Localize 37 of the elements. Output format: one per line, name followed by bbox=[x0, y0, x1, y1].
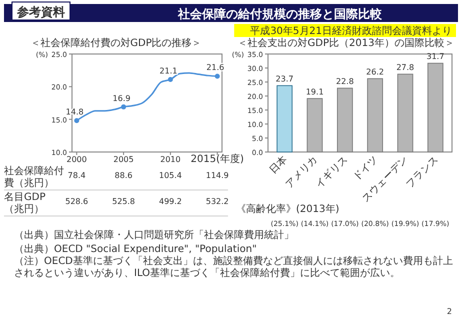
text: 参考資料 bbox=[16, 5, 65, 19]
x-tick-label: 2015(年度) bbox=[190, 153, 244, 165]
data-label: 21.1 bbox=[160, 66, 178, 76]
text: 《高齢化率》(2013年) bbox=[236, 203, 340, 215]
data-label: 16.9 bbox=[112, 94, 130, 103]
point bbox=[74, 118, 80, 124]
bar bbox=[306, 98, 323, 152]
bar bbox=[397, 74, 414, 152]
chart-title: ＜社会支出の対GDP比（2013年）の国際比較＞ bbox=[238, 37, 454, 49]
x-tick-label: フランス bbox=[404, 154, 441, 190]
data-label: 19.1 bbox=[306, 88, 324, 97]
x-tick-label: 2000 bbox=[66, 155, 87, 164]
data-label: 26.2 bbox=[366, 68, 384, 77]
bar bbox=[276, 85, 293, 152]
text: （注）OECD基準に基づく「社会支出」は、施設整備費など直接個人には移転されない費用も計上されるという違いがあり、ILO基準に基づく「社会保障給付費」に比べて範囲が広い。 bbox=[14, 255, 453, 279]
text: 2 bbox=[446, 307, 452, 316]
text: （出典）OECD "Social Expenditure", "Population" bbox=[14, 243, 257, 255]
text: 社会保障給付費（兆円） 78.4 88.6 105.4 114.9 bbox=[4, 166, 229, 189]
chart-title: ＜社会保障給付費の対GDP比の推移＞ bbox=[30, 37, 202, 49]
text: 平成30年5月21日経済財政諮問会議資料より bbox=[250, 25, 452, 37]
data-label: 22.8 bbox=[336, 77, 354, 86]
text: （出典）国立社会保障・人口問題研究所「社会保障費用統計」 bbox=[14, 229, 294, 241]
data-label: 31.7 bbox=[426, 52, 444, 62]
point bbox=[214, 74, 220, 79]
x-tick-label: 2010 bbox=[160, 155, 181, 164]
x-tick-label: 日本 bbox=[267, 154, 290, 176]
bar bbox=[367, 78, 384, 152]
text: 社会保障の給付規模の推移と国際比較 bbox=[177, 7, 383, 21]
data-label: 23.7 bbox=[276, 74, 294, 84]
point bbox=[121, 104, 126, 110]
point bbox=[168, 76, 173, 82]
bar bbox=[427, 62, 444, 152]
bar bbox=[336, 88, 353, 152]
x-tick-label: 2005 bbox=[113, 155, 134, 164]
data-label: 27.8 bbox=[396, 63, 414, 72]
text: 名目GDP（兆円） 528.6 525.8 499.2 532.2 bbox=[4, 192, 229, 215]
x-tick-label: ドイツ bbox=[351, 154, 380, 184]
